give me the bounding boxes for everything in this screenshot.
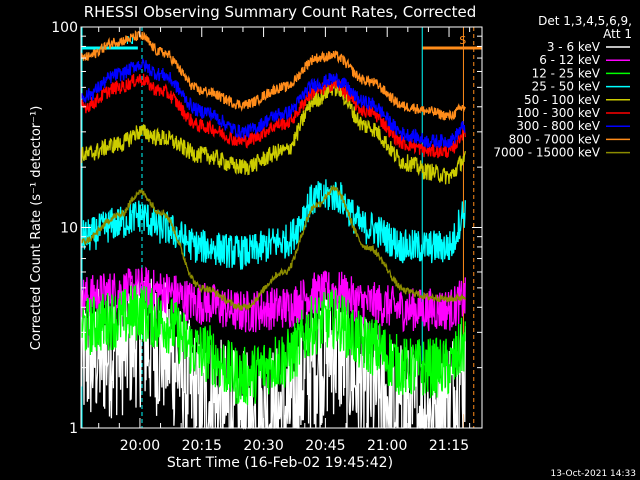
x-tick-label: 20:00 (120, 438, 160, 454)
series-line-7 (80, 58, 466, 149)
series-line-3 (80, 285, 466, 406)
legend-label-8: 800 - 7000 keV (509, 132, 601, 146)
legend-label-4: 25 - 50 keV (532, 80, 601, 94)
footer-timestamp: 13-Oct-2021 14:33 (551, 469, 636, 479)
chart-title: RHESSI Observing Summary Count Rates, Co… (84, 3, 477, 21)
x-tick-label: 20:30 (243, 438, 283, 454)
series-line-2 (80, 266, 466, 333)
series-line-8 (80, 30, 466, 121)
legend-label-2: 6 - 12 keV (539, 53, 601, 67)
series-lines (80, 30, 466, 430)
x-tick-label: 20:45 (305, 438, 345, 454)
legend-label-3: 12 - 25 keV (532, 66, 601, 80)
flag-label-s: S (459, 34, 466, 47)
y-tick-label: 1 (69, 421, 78, 437)
series-line-4 (80, 179, 466, 270)
series-line-9 (80, 184, 466, 312)
legend-header-line2: Att 1 (603, 27, 632, 41)
y-tick-label: 10 (60, 221, 78, 237)
legend-label-6: 100 - 300 keV (516, 106, 600, 120)
x-tick-label: 20:15 (182, 438, 222, 454)
legend-header-line1: Det 1,3,4,5,6,9, (538, 14, 632, 28)
x-tick-label: 21:15 (429, 438, 469, 454)
y-axis-label: Corrected Count Rate (s⁻¹ detector⁻¹) (29, 106, 44, 351)
legend-label-9: 7000 - 15000 keV (493, 146, 600, 160)
legend-label-1: 3 - 6 keV (547, 40, 601, 54)
series-line-5 (80, 78, 466, 185)
legend-label-5: 50 - 100 keV (524, 93, 601, 107)
legend-label-7: 300 - 800 keV (516, 119, 600, 133)
x-tick-label: 21:00 (367, 438, 407, 454)
axis-ticks: 20:00 20:15 20:30 20:45 21:00 21:15 1 10 100 (51, 20, 482, 454)
y-tick-label: 100 (51, 20, 78, 36)
x-axis-label: Start Time (16-Feb-02 19:45:42) (167, 455, 393, 471)
series-line-6 (80, 73, 466, 159)
